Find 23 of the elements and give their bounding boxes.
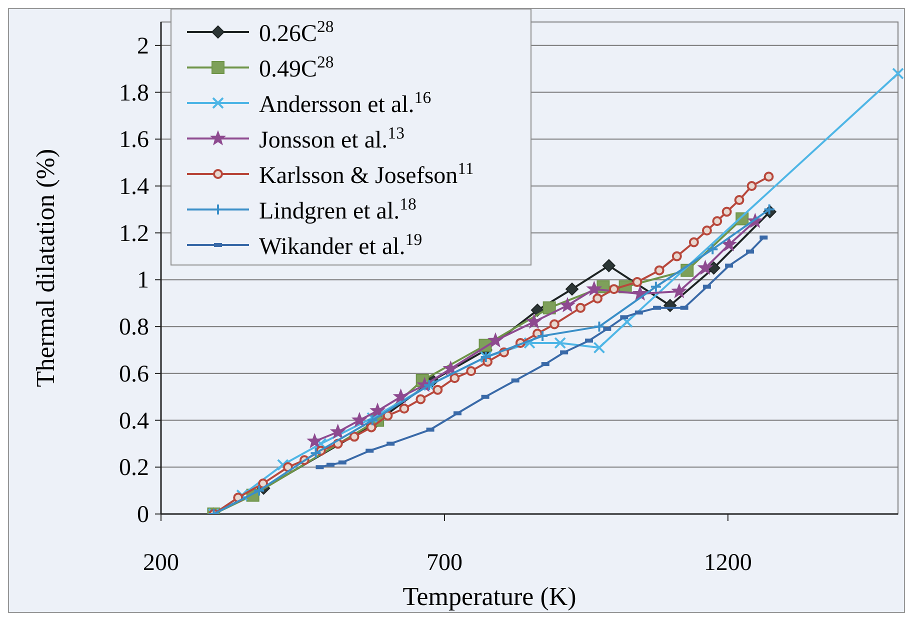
y-tick-label: 0.2	[119, 455, 149, 482]
x-tick-label: 200	[143, 550, 179, 576]
x-axis-title: Temperature (K)	[402, 582, 576, 611]
y-tick-label: 1.6	[119, 127, 149, 154]
y-tick-label: 1	[137, 268, 149, 294]
y-axis-title: Thermal dilatation (%)	[31, 148, 60, 388]
legend-label: Lindgren et al.$^{18}$	[259, 194, 416, 224]
legend-label: Karlsson & Josefson$^{11}$	[259, 158, 474, 189]
legend-label: Wikander et al.$^{19}$	[259, 230, 422, 260]
legend-label: 0.49C$^{28}$	[259, 52, 334, 82]
legend-label: 0.26C$^{28}$	[259, 16, 334, 47]
x-tick-label: 1200	[704, 550, 752, 576]
y-tick-label: 1.4	[119, 174, 149, 200]
x-tick-label: 700	[426, 550, 462, 576]
y-tick-label: 1.8	[119, 80, 149, 106]
y-tick-label: 2	[137, 33, 149, 60]
legend-label: Andersson et al.$^{16}$	[259, 88, 432, 118]
y-tick-label: 0.4	[119, 408, 149, 434]
y-tick-label: 0.8	[119, 314, 149, 341]
y-tick-label: 0	[137, 502, 149, 528]
y-tick-label: 1.2	[119, 220, 149, 247]
legend-label: Jonsson et al.$^{13}$	[259, 123, 404, 154]
y-tick-label: 0.6	[119, 361, 149, 388]
